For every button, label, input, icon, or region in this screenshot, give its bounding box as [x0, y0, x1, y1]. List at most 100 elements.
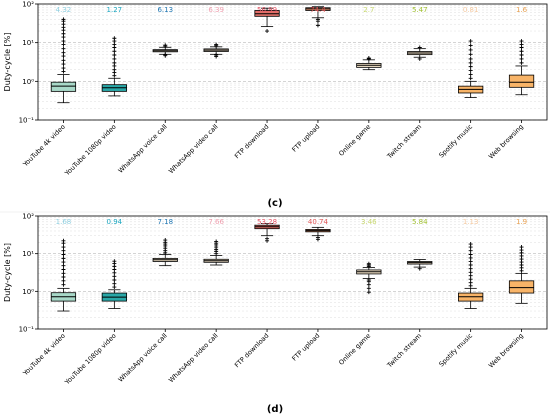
- flier-point: [112, 281, 117, 286]
- flier-point: [61, 39, 66, 44]
- x-tick-label: WhatsApp video call: [167, 123, 220, 176]
- flier-point: [468, 52, 473, 57]
- flier-point: [61, 31, 66, 36]
- plot-frame: [37, 3, 548, 121]
- x-tick-label: Twitch stream: [385, 123, 423, 161]
- flier-point: [112, 52, 117, 57]
- x-tick-label: YouTube 1080p video: [63, 332, 118, 387]
- x-tick-label: WhatsApp voice call: [117, 123, 169, 175]
- box-6: [305, 6, 331, 28]
- box-10: [508, 245, 535, 304]
- flier-point: [61, 69, 66, 74]
- box-7: [356, 56, 382, 71]
- box-body: [508, 74, 535, 88]
- flier-point: [468, 39, 473, 44]
- flier-point: [163, 52, 168, 57]
- flier-point: [61, 17, 66, 22]
- flier-point: [519, 39, 524, 44]
- y-tick-label: 10⁰: [22, 288, 34, 296]
- flier-point: [61, 252, 66, 257]
- flier-point: [112, 285, 117, 290]
- flier-point: [61, 66, 66, 71]
- x-tick-label: FTP download: [233, 123, 270, 160]
- x-tick-label: Spotify music: [437, 122, 474, 159]
- box-3: [152, 238, 178, 267]
- box-6: [305, 226, 331, 242]
- x-tick-label: FTP upload: [290, 123, 321, 154]
- flier-point: [112, 274, 117, 279]
- flier-point: [468, 47, 473, 52]
- x-tick-label: Online game: [337, 123, 372, 158]
- box-9: [458, 39, 484, 98]
- flier-point: [61, 278, 66, 283]
- flier-point: [468, 266, 473, 271]
- mean-value-label: 7.66: [208, 218, 224, 226]
- flier-point: [315, 17, 320, 22]
- flier-point: [112, 277, 117, 282]
- flier-point: [519, 42, 524, 47]
- flier-point: [468, 43, 473, 48]
- flier-point: [468, 248, 473, 253]
- box-2: [101, 36, 127, 97]
- x-tick-label: FTP download: [233, 332, 270, 369]
- x-tick-label: Twitch stream: [385, 332, 423, 370]
- flier-point: [417, 266, 422, 271]
- y-tick-label: 10⁻¹: [19, 117, 35, 125]
- flier-point: [61, 248, 66, 253]
- y-tick-label: 10⁰: [22, 78, 34, 86]
- box-2: [101, 259, 127, 309]
- chart-panel: 10⁻¹ 10⁰ 10¹ 10² Duty-cycle [%] 1.68 YouTube 4…: [3, 213, 548, 387]
- y-tick-label: 10⁻¹: [19, 326, 35, 334]
- flier-point: [468, 277, 473, 282]
- y-tick-label: 10²: [22, 213, 34, 221]
- x-tick-label: YouTube 1080p video: [63, 123, 118, 178]
- mean-value-label: 6.13: [157, 6, 173, 14]
- flier-point: [468, 259, 473, 264]
- flier-point: [214, 52, 219, 57]
- y-tick-label: 10²: [22, 1, 34, 9]
- flier-point: [265, 29, 270, 34]
- box-1: [50, 238, 77, 312]
- flier-point: [61, 238, 66, 243]
- mean-value-label: 7.18: [157, 218, 173, 226]
- flier-point: [366, 286, 371, 291]
- flier-point: [417, 45, 422, 50]
- flier-point: [315, 23, 320, 28]
- flier-point: [468, 273, 473, 278]
- flier-point: [61, 42, 66, 47]
- box-9: [458, 242, 484, 309]
- flier-point: [61, 260, 66, 265]
- box-8: [407, 45, 433, 61]
- flier-point: [61, 58, 66, 63]
- flier-point: [61, 282, 66, 287]
- box-4: [203, 42, 229, 59]
- y-axis-label: Duty-cycle [%]: [3, 33, 12, 92]
- flier-point: [61, 50, 66, 55]
- plot-frame: [37, 215, 548, 330]
- mean-value-label: 6.39: [208, 6, 224, 14]
- x-tick-label: Online game: [337, 332, 372, 367]
- flier-point: [417, 56, 422, 61]
- mean-value-label: 1.68: [56, 218, 72, 226]
- flier-point: [468, 76, 473, 81]
- mean-value-label: 2.7: [363, 6, 374, 14]
- mean-value-label: 5.84: [412, 218, 428, 226]
- y-axis-label: Duty-cycle [%]: [3, 243, 12, 302]
- mean-value-label: 74.4: [310, 6, 326, 14]
- mean-value-label: 3.46: [361, 218, 377, 226]
- box-4: [203, 239, 229, 266]
- box-body: [508, 280, 535, 294]
- flier-point: [519, 56, 524, 61]
- flier-point: [61, 256, 66, 261]
- flier-point: [112, 49, 117, 54]
- box-body: [50, 81, 77, 92]
- flier-point: [468, 56, 473, 61]
- flier-point: [112, 60, 117, 65]
- flier-point: [468, 64, 473, 69]
- mean-value-label: 1.9: [516, 218, 527, 226]
- x-tick-label: Web browsing: [487, 332, 525, 370]
- flier-point: [112, 67, 117, 72]
- box-3: [152, 43, 178, 58]
- flier-point: [61, 267, 66, 272]
